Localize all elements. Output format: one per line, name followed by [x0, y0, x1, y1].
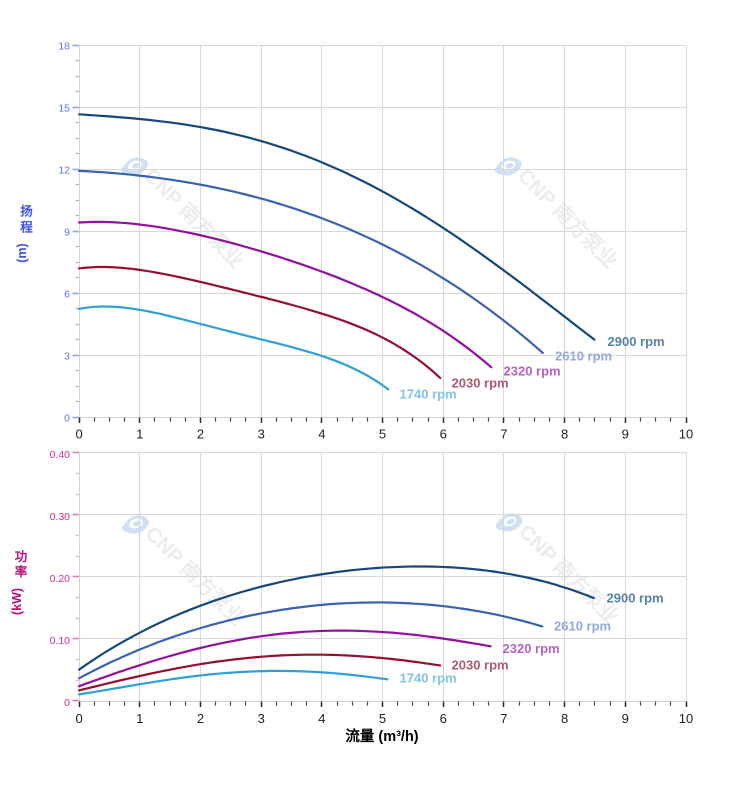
svg-text:3: 3 — [64, 351, 70, 363]
svg-text:6: 6 — [440, 711, 447, 726]
svg-text:7: 7 — [500, 711, 507, 726]
svg-text:0: 0 — [75, 427, 82, 442]
svg-text:0: 0 — [75, 711, 82, 726]
svg-text:6: 6 — [64, 289, 70, 301]
svg-text:2900 rpm: 2900 rpm — [607, 590, 664, 605]
svg-text:5: 5 — [379, 711, 386, 726]
svg-text:8: 8 — [561, 427, 568, 442]
svg-text:2030 rpm: 2030 rpm — [452, 375, 509, 390]
svg-text:3: 3 — [258, 711, 265, 726]
svg-text:0.10: 0.10 — [50, 635, 71, 647]
svg-text:18: 18 — [58, 41, 70, 53]
svg-text:2320 rpm: 2320 rpm — [504, 363, 561, 378]
svg-text:0: 0 — [64, 413, 70, 425]
svg-text:4: 4 — [318, 427, 325, 442]
svg-text:9: 9 — [64, 227, 70, 239]
svg-text:10: 10 — [679, 711, 693, 726]
svg-text:率: 率 — [15, 564, 28, 579]
svg-text:10: 10 — [679, 427, 693, 442]
svg-text:2030 rpm: 2030 rpm — [452, 657, 509, 672]
svg-text:8: 8 — [561, 711, 568, 726]
svg-text:3: 3 — [258, 427, 265, 442]
svg-text:2: 2 — [197, 427, 204, 442]
svg-text:2900 rpm: 2900 rpm — [608, 334, 665, 349]
svg-text:0.20: 0.20 — [50, 573, 71, 585]
svg-text:2: 2 — [197, 711, 204, 726]
svg-text:1740 rpm: 1740 rpm — [400, 386, 457, 401]
svg-text:0.30: 0.30 — [50, 511, 71, 523]
svg-text:4: 4 — [318, 711, 325, 726]
svg-text:0: 0 — [64, 697, 70, 709]
svg-text:7: 7 — [500, 427, 507, 442]
svg-text:1: 1 — [136, 711, 143, 726]
svg-text:扬: 扬 — [20, 204, 33, 219]
svg-text:5: 5 — [379, 427, 386, 442]
svg-text:1740 rpm: 1740 rpm — [400, 670, 457, 685]
svg-text:2610 rpm: 2610 rpm — [554, 618, 611, 633]
svg-text:6: 6 — [440, 427, 447, 442]
svg-text:功: 功 — [15, 549, 28, 564]
svg-text:12: 12 — [58, 165, 70, 177]
svg-text:(m): (m) — [15, 243, 29, 262]
svg-text:2610 rpm: 2610 rpm — [555, 348, 612, 363]
svg-text:15: 15 — [58, 103, 70, 115]
svg-text:(kW): (kW) — [10, 588, 24, 615]
svg-text:1: 1 — [136, 427, 143, 442]
svg-text:9: 9 — [622, 427, 629, 442]
svg-text:程: 程 — [20, 220, 33, 235]
svg-text:0.40: 0.40 — [50, 449, 71, 461]
svg-text:2320 rpm: 2320 rpm — [503, 641, 560, 656]
svg-text:流量 (m³/h): 流量 (m³/h) — [345, 727, 418, 745]
svg-text:9: 9 — [622, 711, 629, 726]
